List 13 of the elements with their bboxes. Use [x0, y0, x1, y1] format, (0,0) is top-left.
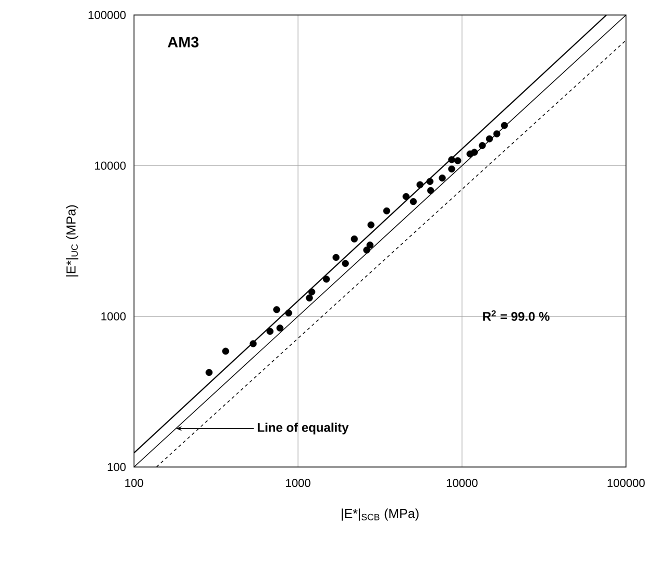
x-tick-label: 100000: [608, 478, 645, 487]
annotation: AM3: [168, 36, 199, 48]
x-tick-label: 100: [125, 478, 144, 487]
x-axis-title: |E*|$_{SCB}$ (MPa): [342, 508, 419, 521]
x-tick-label: 10000: [446, 478, 478, 487]
y-tick-label: 100: [108, 462, 126, 472]
annotation: Line of equality: [258, 422, 349, 434]
y-tick-label: 10000: [95, 162, 126, 170]
y-tick-label: 1000: [101, 312, 126, 320]
annotation: R$^{2}$ = 99.0 %: [483, 310, 550, 321]
y-tick-label: 100000: [88, 10, 126, 20]
x-tick-label: 1000: [286, 478, 310, 487]
y-axis-title: |E*|$_{UC}$ (MPa): [66, 205, 78, 276]
